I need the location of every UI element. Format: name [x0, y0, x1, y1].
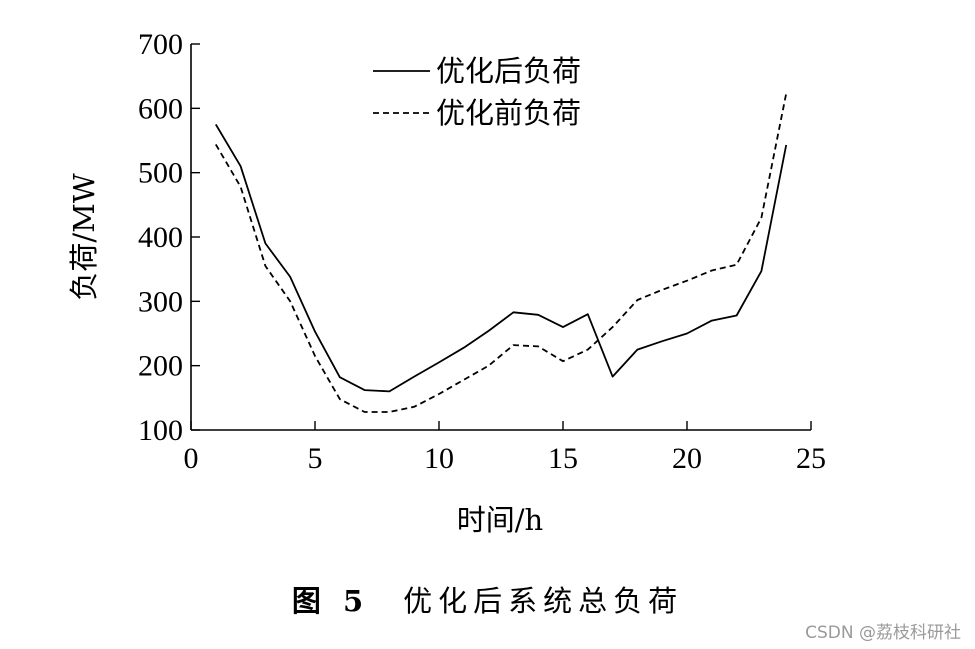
y-tick-label: 600: [138, 92, 183, 125]
x-tick-label: 0: [184, 442, 199, 475]
chart-axes: 100 200 300 400 500 600 700 0 5 10 15 20 25: [138, 28, 826, 475]
watermark: CSDN @荔枝科研社: [805, 623, 961, 643]
y-tick-label: 200: [138, 350, 183, 383]
y-tick-label: 400: [138, 221, 183, 254]
y-axis-title: 负荷/MW: [67, 173, 101, 300]
legend-label: 优化后负荷: [436, 54, 581, 88]
figure-number: 图 5: [291, 584, 370, 618]
x-tick-label: 15: [548, 442, 578, 475]
y-tick-label: 300: [138, 285, 183, 318]
line-chart: 100 200 300 400 500 600 700 0 5 10 15 20 25 优化后负荷优化前…: [67, 28, 826, 537]
x-tick-label: 25: [796, 442, 826, 475]
x-tick-label: 10: [424, 442, 454, 475]
x-tick-label: 20: [672, 442, 702, 475]
series-line-before-optimization: [215, 93, 788, 413]
figure-caption: 图 5 优化后系统总负荷: [0, 578, 975, 620]
y-tick-label: 700: [138, 28, 183, 61]
y-tick-label: 500: [138, 157, 183, 190]
series-line-after-optimization: [215, 123, 788, 393]
x-tick-label: 5: [308, 442, 323, 475]
x-axis-title: 时间/h: [457, 503, 543, 537]
y-tick-label: 100: [138, 414, 183, 447]
chart-series: [215, 93, 788, 413]
figure-title: 优化后系统总负荷: [403, 584, 684, 618]
legend-label: 优化前负荷: [436, 96, 581, 130]
